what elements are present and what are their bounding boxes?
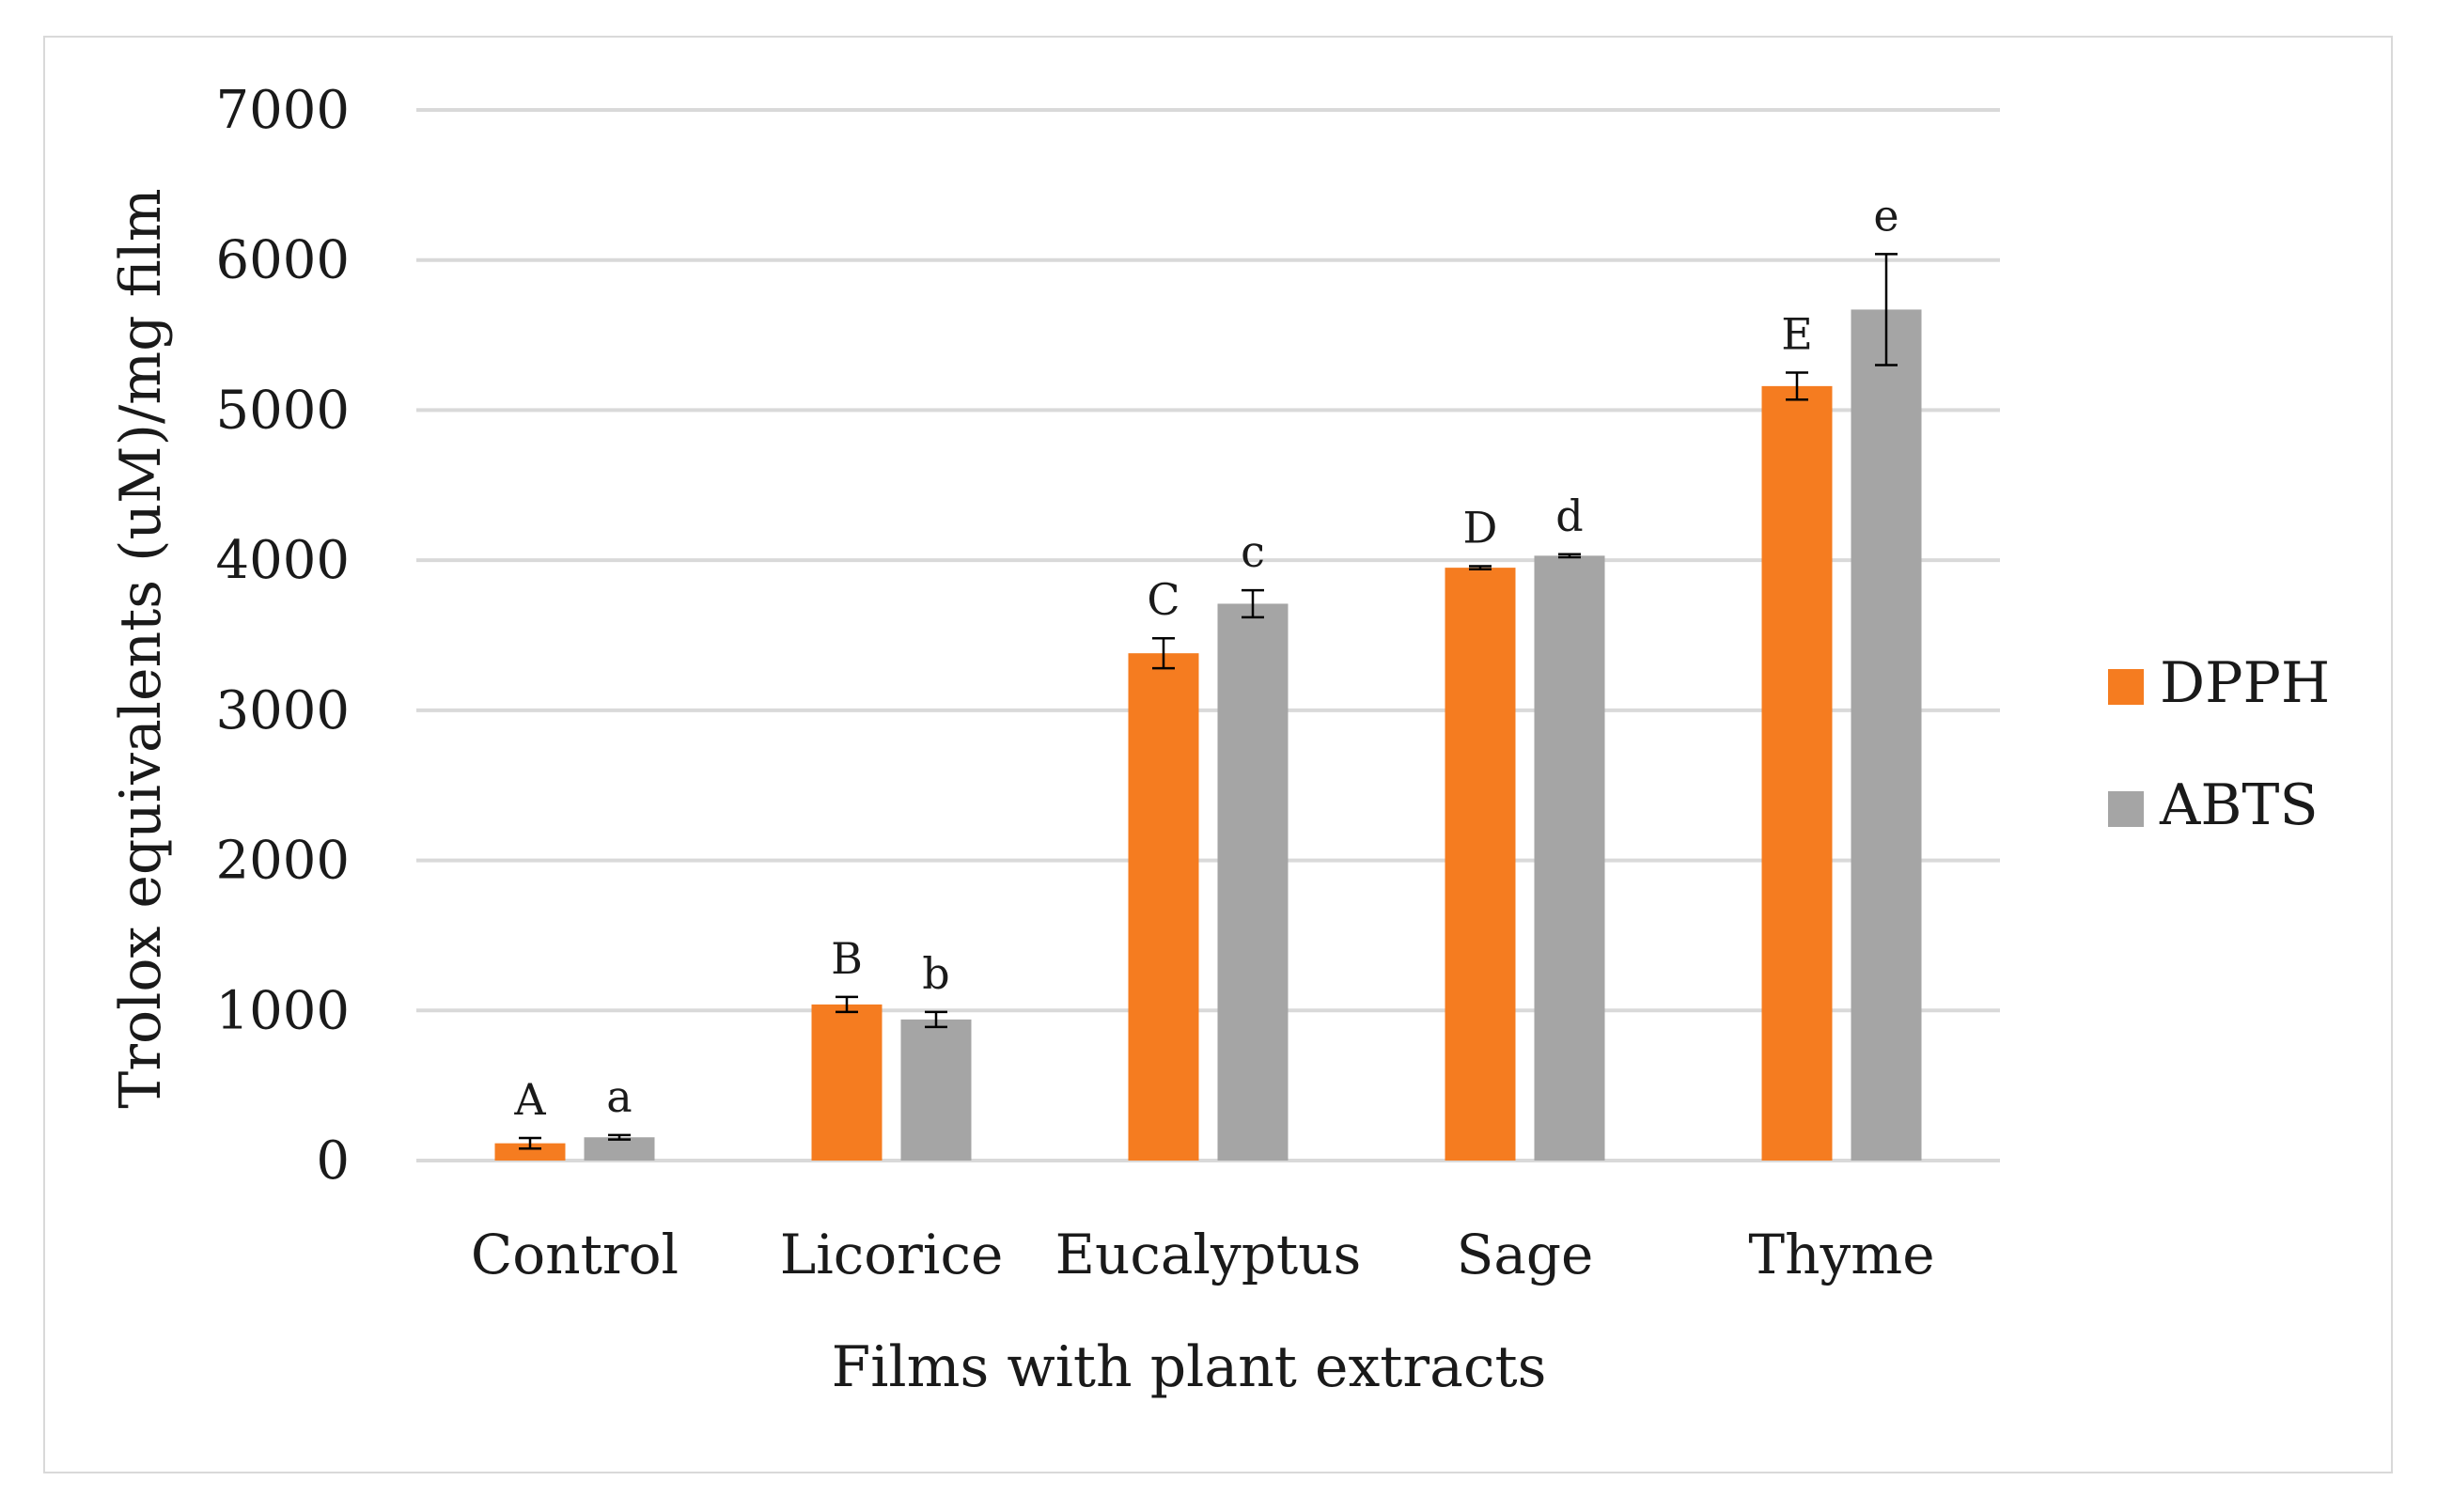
- category-label-eucalyptus: Eucalyptus: [1055, 1223, 1362, 1286]
- y-tick-label-3000: 3000: [215, 680, 350, 741]
- legend-label-abts: ABTS: [2159, 772, 2319, 838]
- category-label-sage: Sage: [1457, 1223, 1594, 1286]
- bar-abts-sage: [1534, 555, 1605, 1161]
- legend-label-dpph: DPPH: [2160, 650, 2330, 716]
- significance-label-dpph-control: A: [513, 1074, 546, 1125]
- legend-swatch-dpph: [2108, 669, 2144, 705]
- y-tick-label-2000: 2000: [215, 831, 350, 892]
- bar-abts-control: [584, 1137, 655, 1161]
- y-tick-label-1000: 1000: [215, 980, 350, 1041]
- y-tick-label-0: 0: [316, 1130, 350, 1192]
- gridlines: [416, 108, 2000, 1162]
- bar-dpph-thyme: [1761, 385, 1833, 1161]
- bar-abts-thyme: [1851, 309, 1922, 1161]
- significance-label-abts-thyme: e: [1873, 190, 1898, 241]
- bar-abts-eucalyptus: [1217, 603, 1289, 1161]
- bar-dpph-control: [494, 1143, 566, 1161]
- significance-label-abts-licorice: b: [922, 948, 949, 999]
- bar-dpph-licorice: [811, 1004, 883, 1161]
- y-tick-label-6000: 6000: [215, 230, 350, 291]
- significance-label-dpph-eucalyptus: C: [1147, 574, 1179, 625]
- error-bars: [519, 253, 1898, 1150]
- bar-abts-licorice: [900, 1019, 972, 1161]
- significance-label-dpph-licorice: B: [831, 933, 863, 984]
- significance-label-abts-eucalyptus: c: [1241, 526, 1265, 577]
- category-label-control: Control: [471, 1223, 679, 1286]
- y-tick-label-5000: 5000: [215, 380, 350, 441]
- significance-label-dpph-sage: D: [1463, 503, 1498, 553]
- y-axis-title: Trolox equivalents (uM)/mg film: [108, 188, 174, 1108]
- category-label-thyme: Thyme: [1748, 1223, 1934, 1286]
- bar-dpph-eucalyptus: [1128, 653, 1199, 1161]
- category-label-licorice: Licorice: [780, 1223, 1004, 1286]
- x-axis-title: Films with plant extracts: [832, 1334, 1547, 1400]
- significance-label-abts-sage: d: [1555, 491, 1583, 541]
- y-axis-ticks: 0 1000 2000 3000 4000 5000 6000 7000: [215, 80, 350, 1192]
- legend-swatch-abts: [2108, 791, 2144, 827]
- significance-label-dpph-thyme: E: [1781, 309, 1813, 360]
- legend: DPPH ABTS: [2108, 650, 2330, 838]
- bar-dpph-sage: [1445, 568, 1516, 1161]
- bars: [494, 309, 1922, 1161]
- y-tick-label-7000: 7000: [215, 80, 350, 141]
- significance-label-abts-control: a: [606, 1071, 632, 1122]
- y-tick-label-4000: 4000: [215, 530, 350, 591]
- x-axis-categories: Control Licorice Eucalyptus Sage Thyme: [471, 1223, 1935, 1286]
